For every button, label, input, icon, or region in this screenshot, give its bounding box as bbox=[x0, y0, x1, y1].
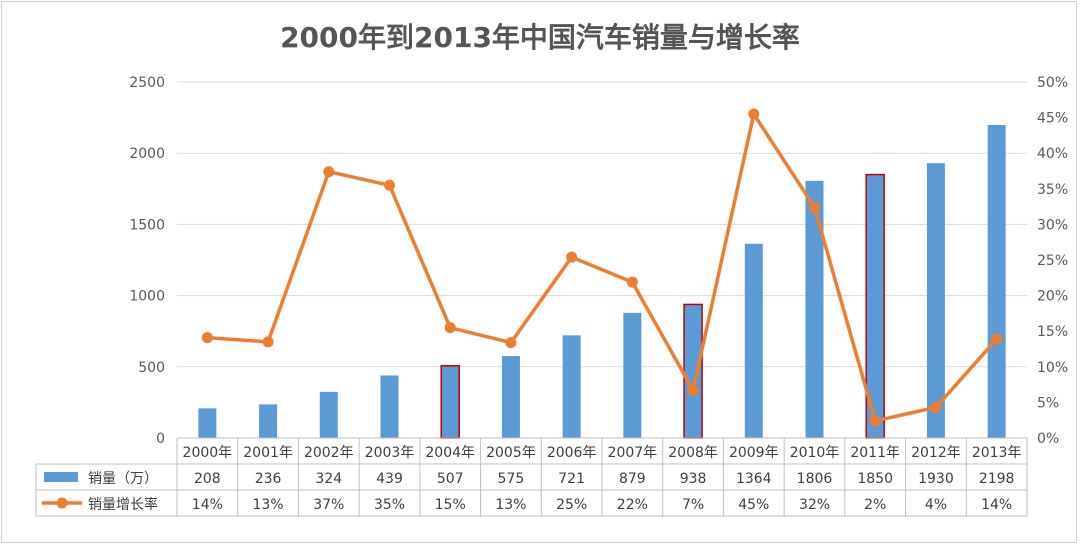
y-left-tick-label: 1500 bbox=[129, 217, 165, 233]
y-left-tick-label: 500 bbox=[138, 360, 165, 376]
growth-point bbox=[687, 384, 699, 396]
growth-data-label: 13% bbox=[253, 497, 284, 513]
y-left-tick-label: 1000 bbox=[129, 289, 165, 305]
growth-point bbox=[626, 276, 638, 288]
growth-point bbox=[444, 322, 456, 334]
growth-data-label: 25% bbox=[556, 497, 587, 513]
growth-point bbox=[748, 108, 760, 120]
bar-data-label: 1364 bbox=[736, 471, 772, 487]
y-right-tick-label: 30% bbox=[1037, 217, 1068, 233]
x-tick-label: 2002年 bbox=[304, 445, 354, 461]
bar bbox=[623, 312, 642, 438]
x-tick-label: 2009年 bbox=[729, 445, 779, 461]
bar-data-label: 1806 bbox=[797, 471, 833, 487]
x-tick-label: 2011年 bbox=[850, 445, 900, 461]
growth-data-label: 15% bbox=[435, 497, 466, 513]
bar-data-label: 1850 bbox=[857, 471, 893, 487]
bar-data-label: 208 bbox=[194, 471, 221, 487]
growth-point bbox=[262, 336, 274, 348]
y-right-tick-label: 45% bbox=[1037, 111, 1068, 127]
bar-data-label: 879 bbox=[619, 471, 646, 487]
x-tick-label: 2006年 bbox=[547, 445, 597, 461]
y-right-tick-label: 15% bbox=[1037, 324, 1068, 340]
bar-data-label: 507 bbox=[437, 471, 464, 487]
growth-data-label: 14% bbox=[192, 497, 223, 513]
y-right-tick-label: 20% bbox=[1037, 289, 1068, 305]
bar-data-label: 236 bbox=[255, 471, 282, 487]
bar-data-label: 324 bbox=[315, 471, 342, 487]
bar bbox=[926, 163, 945, 438]
growth-data-label: 2% bbox=[864, 497, 886, 513]
growth-line bbox=[207, 112, 998, 423]
bar-data-label: 439 bbox=[376, 471, 403, 487]
bar bbox=[744, 243, 763, 438]
bar bbox=[319, 391, 338, 438]
growth-data-label: 7% bbox=[682, 497, 704, 513]
y-right-tick-label: 40% bbox=[1037, 146, 1068, 162]
growth-data-label: 4% bbox=[925, 497, 947, 513]
y-right-tick-label: 50% bbox=[1037, 75, 1068, 91]
bar-highlighted bbox=[440, 365, 460, 439]
y-right-tick-label: 0% bbox=[1037, 431, 1059, 447]
growth-point bbox=[201, 332, 213, 344]
bar-data-label: 721 bbox=[558, 471, 585, 487]
bar-highlighted bbox=[683, 303, 703, 439]
y-right-tick-label: 35% bbox=[1037, 182, 1068, 198]
growth-point bbox=[809, 201, 820, 213]
x-tick-label: 2001年 bbox=[243, 445, 293, 461]
bar-data-label: 2198 bbox=[979, 471, 1015, 487]
growth-data-label: 14% bbox=[981, 497, 1012, 513]
legend-label-growth: 销量增长率 bbox=[88, 496, 158, 513]
growth-data-label: 22% bbox=[617, 497, 648, 513]
y-right-tick-label: 5% bbox=[1037, 395, 1059, 411]
bar-data-label: 938 bbox=[680, 471, 707, 487]
growth-point bbox=[869, 415, 881, 427]
bar-data-label: 575 bbox=[498, 471, 525, 487]
y-left-tick-label: 2000 bbox=[129, 146, 165, 162]
growth-data-label: 45% bbox=[738, 497, 769, 513]
bar bbox=[562, 335, 581, 438]
x-tick-label: 2003年 bbox=[365, 445, 415, 461]
legend-key-growth-marker bbox=[56, 497, 68, 509]
x-tick-label: 2012年 bbox=[911, 445, 961, 461]
x-tick-label: 2000年 bbox=[183, 445, 233, 461]
growth-point bbox=[384, 179, 395, 191]
chart-title: 2000年到2013年中国汽车销量与增长率 bbox=[280, 21, 800, 54]
bar bbox=[987, 125, 1006, 439]
y-right-tick-label: 10% bbox=[1037, 360, 1068, 376]
growth-data-label: 35% bbox=[374, 497, 405, 513]
x-tick-label: 2005年 bbox=[486, 445, 536, 461]
y-left-tick-label: 2500 bbox=[129, 75, 165, 91]
x-tick-label: 2007年 bbox=[608, 445, 658, 461]
x-tick-label: 2010年 bbox=[790, 445, 840, 461]
growth-point bbox=[930, 401, 942, 413]
growth-point bbox=[566, 251, 578, 263]
y-right-tick-label: 25% bbox=[1037, 253, 1068, 269]
y-left-tick-label: 0 bbox=[156, 431, 165, 447]
bar bbox=[501, 356, 520, 438]
growth-point bbox=[505, 337, 517, 349]
bar bbox=[805, 180, 824, 438]
bar bbox=[198, 408, 217, 438]
x-tick-label: 2004年 bbox=[425, 445, 475, 461]
growth-point bbox=[991, 333, 1003, 345]
bar bbox=[259, 404, 278, 438]
legend-label-sales: 销量（万） bbox=[88, 471, 158, 487]
bar-data-label: 1930 bbox=[918, 471, 954, 487]
x-tick-label: 2013年 bbox=[972, 445, 1022, 461]
bar bbox=[380, 375, 399, 438]
legend-key-sales bbox=[44, 472, 78, 482]
growth-point bbox=[323, 166, 335, 178]
x-tick-label: 2008年 bbox=[668, 445, 718, 461]
growth-data-label: 13% bbox=[495, 497, 526, 513]
growth-data-label: 32% bbox=[799, 497, 830, 513]
growth-data-label: 37% bbox=[313, 497, 344, 513]
